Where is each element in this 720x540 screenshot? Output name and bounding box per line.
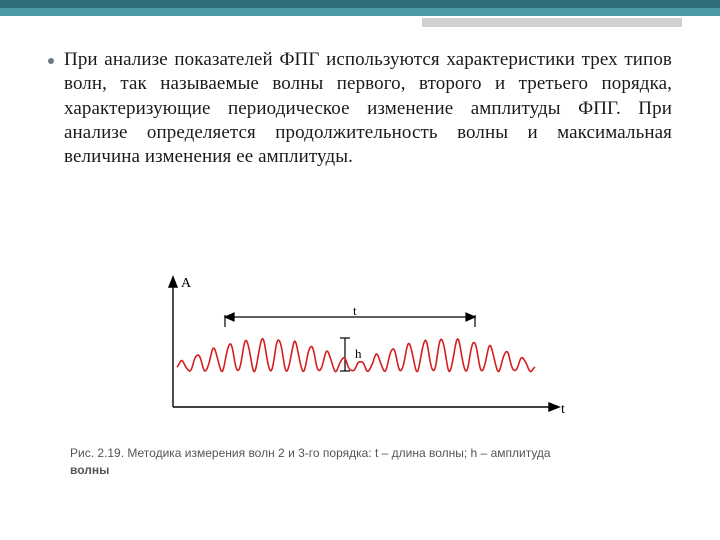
top-grey-bar — [422, 18, 682, 27]
figure-caption: Рис. 2.19. Методика измерения волн 2 и 3… — [70, 445, 650, 480]
period-label: t — [353, 303, 357, 318]
amplitude-label: h — [355, 346, 362, 361]
x-axis-label: t — [561, 402, 565, 417]
waveform-figure: A t t h — [145, 275, 575, 435]
y-axis-label: A — [181, 276, 192, 291]
bullet-icon — [48, 58, 54, 64]
caption-line-1: Рис. 2.19. Методика измерения волн 2 и 3… — [70, 446, 551, 460]
body-paragraph: При анализе показателей ФПГ используются… — [64, 48, 672, 170]
body-content: При анализе показателей ФПГ используются… — [48, 48, 672, 170]
caption-line-2: волны — [70, 463, 109, 477]
top-stripe — [0, 0, 720, 16]
